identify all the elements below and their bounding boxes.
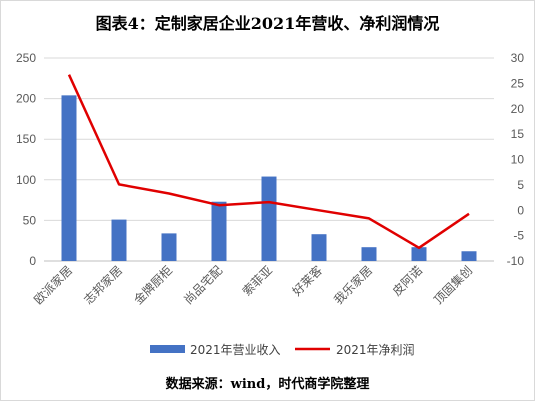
bar [411,247,427,261]
legend-swatch-revenue [150,345,185,353]
right-tick-label: 5 [517,178,524,192]
right-axis-ticks: -10 -5 0 5 10 15 20 25 30 [507,51,525,268]
category-label: 顶固集创 [431,263,476,308]
left-tick-label: 250 [16,51,36,65]
left-tick-label: 150 [16,132,36,146]
category-label: 皮阿诺 [390,263,425,298]
left-axis-ticks: 0 50 100 150 200 250 [16,51,36,268]
left-tick-label: 50 [23,213,37,227]
bar [361,247,377,261]
right-tick-label: 30 [511,51,525,65]
category-label: 金牌厨柜 [131,263,176,308]
right-tick-label: -5 [513,229,524,243]
bar [261,176,277,261]
legend-label-net-profit: 2021年净利润 [336,343,415,357]
bar-series [61,95,477,262]
category-label: 尚品宅配 [181,263,226,308]
right-tick-label: 20 [511,102,525,116]
left-tick-label: 200 [16,92,36,106]
bar [311,234,327,261]
category-label: 欧派家居 [31,263,76,308]
bar [111,219,127,261]
data-source-note: 数据来源：wind，时代商学院整理 [165,377,370,392]
category-label: 志邦家居 [81,263,126,308]
chart-title: 图表4：定制家居企业2021年营收、净利润情况 [95,14,440,33]
right-tick-label: -10 [507,254,525,268]
bar [61,95,77,262]
legend-label-revenue: 2021年营业收入 [190,343,281,357]
bar [161,233,177,261]
category-label: 索菲亚 [240,263,275,298]
category-label: 好莱客 [289,263,325,299]
bar [211,201,227,261]
bar [461,251,477,261]
category-labels: 欧派家居 志邦家居 金牌厨柜 尚品宅配 索菲亚 好莱客 我乐家居 皮阿诺 顶固集创 [31,263,476,308]
right-tick-label: 10 [511,153,525,167]
left-tick-label: 0 [29,254,36,268]
legend: 2021年营业收入 2021年净利润 [150,343,415,357]
right-tick-label: 0 [517,203,524,217]
right-tick-label: 25 [511,76,525,90]
category-label: 我乐家居 [331,263,376,308]
left-tick-label: 100 [16,173,36,187]
right-tick-label: 15 [511,127,525,141]
line-series [67,74,470,250]
